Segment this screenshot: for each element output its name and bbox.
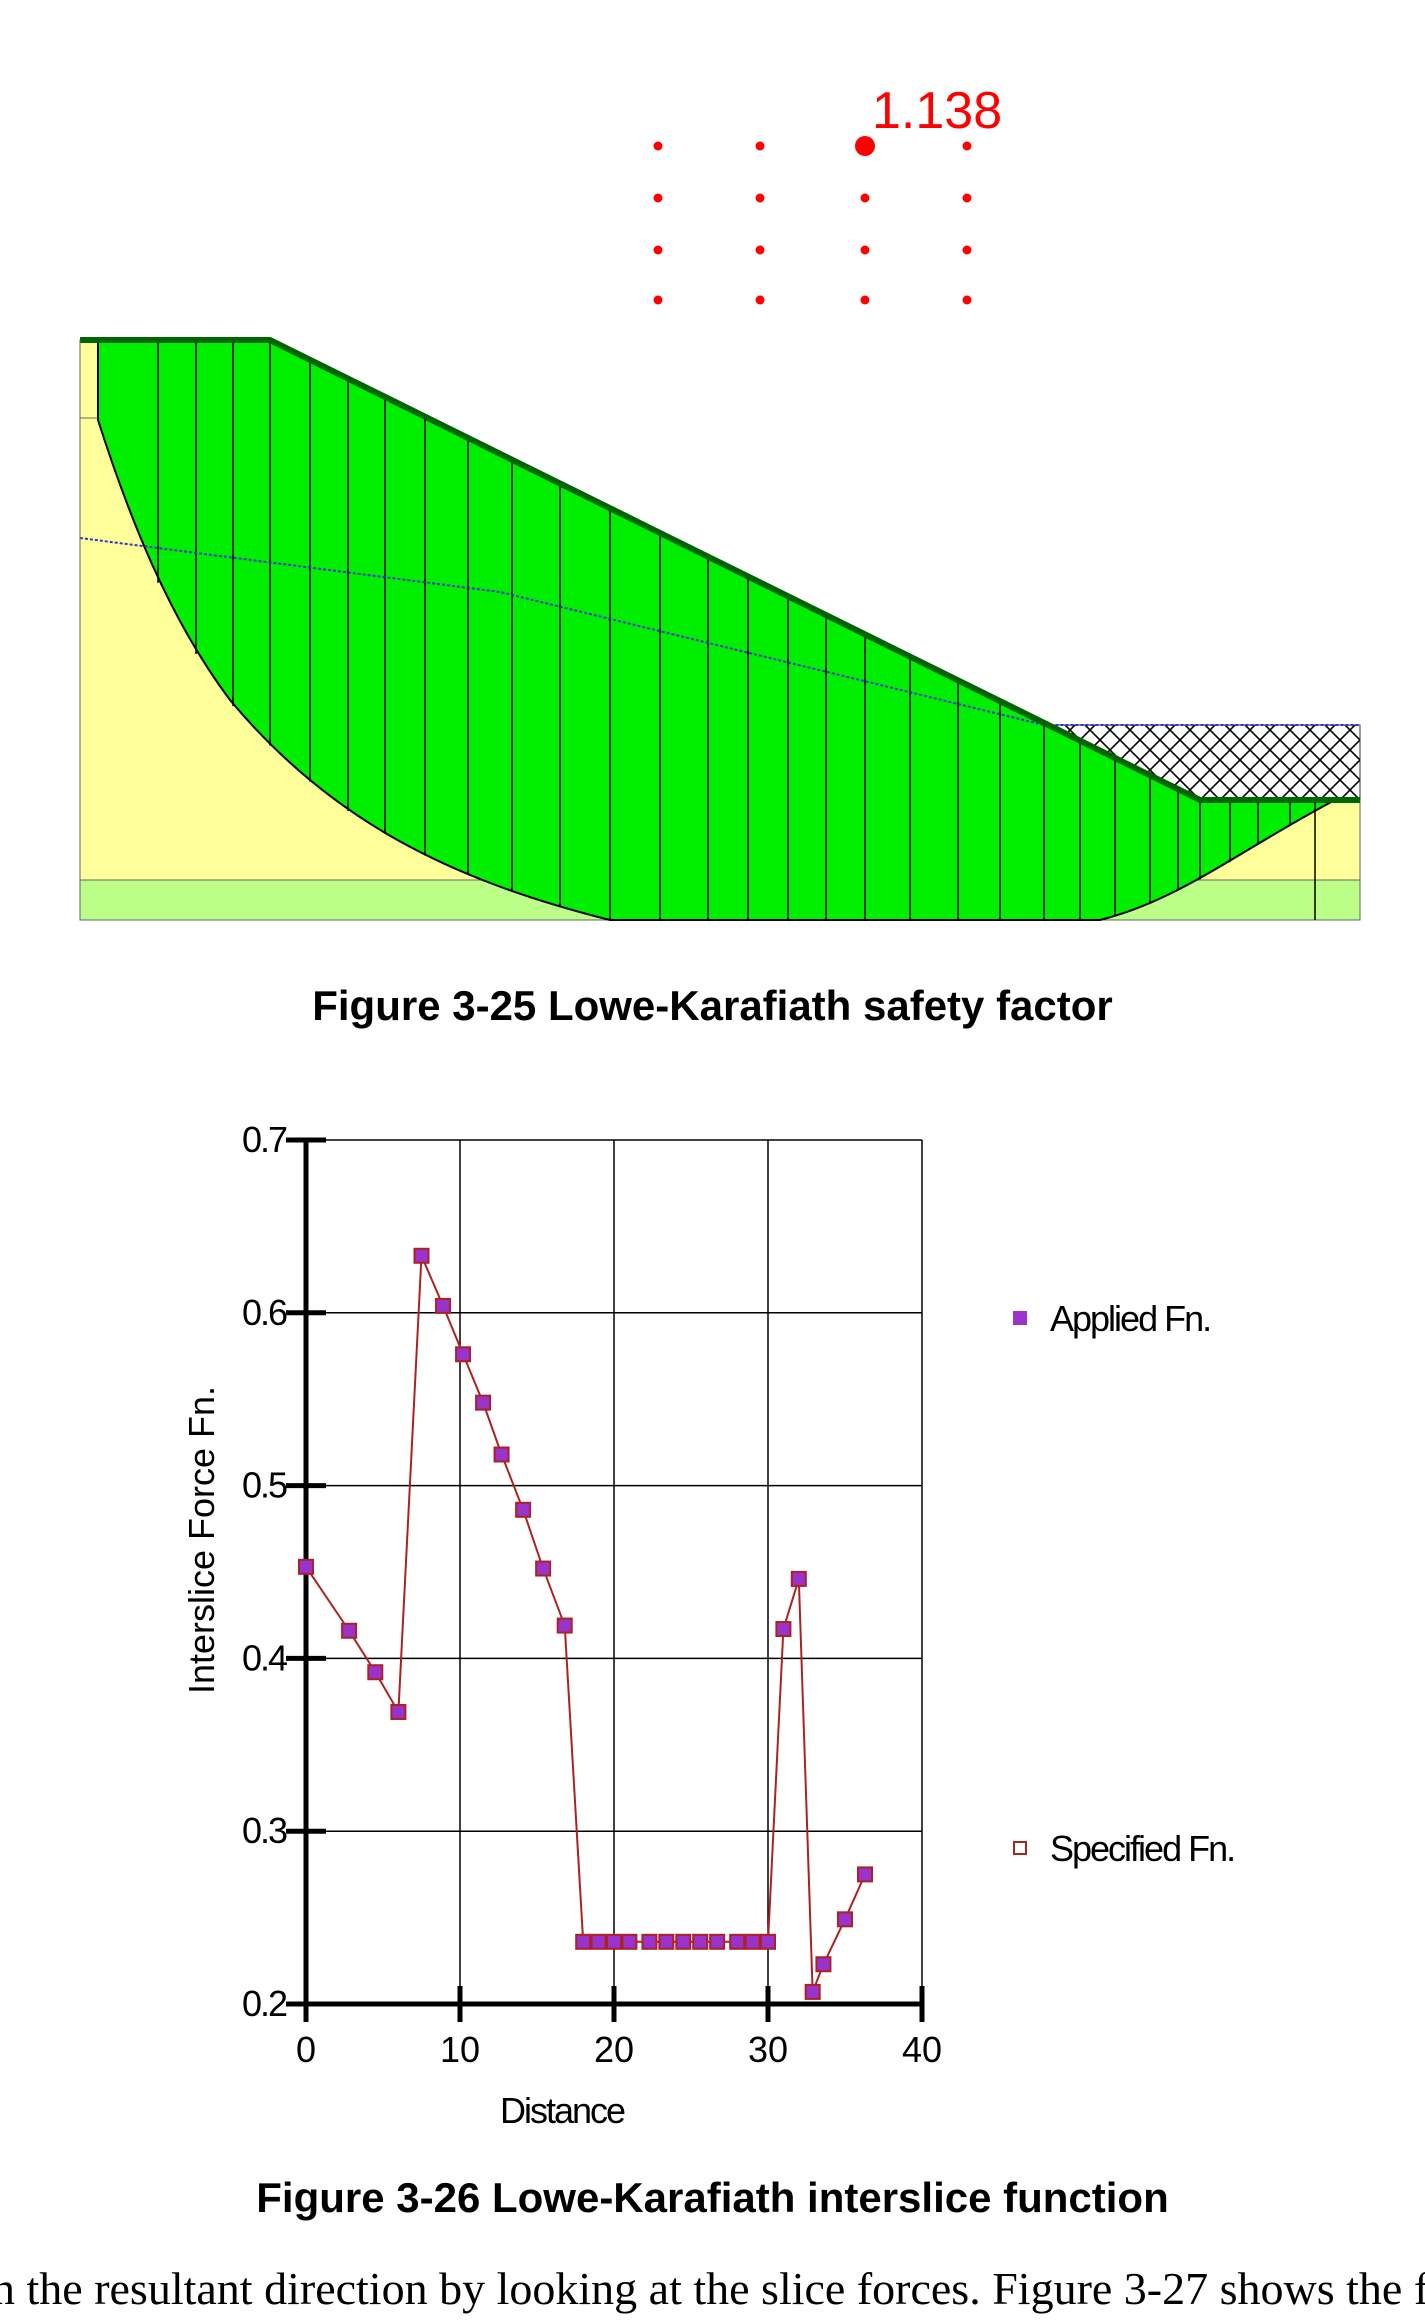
- data-point: [606, 1933, 622, 1950]
- data-point: [709, 1933, 726, 1950]
- data-point: [760, 1933, 776, 1950]
- slope-stability-diagram: 1.138: [79, 82, 1361, 921]
- body-text-line: n the resultant direction by looking at …: [0, 2262, 1425, 2321]
- body-text: n the resultant direction by looking at …: [0, 2263, 1425, 2314]
- interslice-function-chart: 0 10 20 30 40 0.2 0.3 0.4 0.5 0.6 0.7 Distance Int…: [181, 1119, 1236, 2131]
- safety-factor-label: 1.138: [872, 82, 1002, 140]
- data-point: [435, 1297, 452, 1314]
- data-point: [341, 1622, 358, 1639]
- data-point: [298, 1558, 314, 1575]
- critical-slip-center: [855, 136, 875, 156]
- data-point: [804, 1983, 821, 2000]
- data-point: [857, 1866, 874, 1883]
- slip-center-grid: [653, 141, 972, 305]
- slip-center-point: [962, 141, 972, 151]
- x-axis-label: Distance: [500, 2090, 625, 2131]
- slip-center-point: [755, 141, 765, 151]
- y-tick-label: 0.7: [242, 1119, 287, 1160]
- x-tick-label: 0: [296, 2029, 316, 2070]
- data-point: [621, 1933, 638, 1950]
- x-tick-label: 30: [748, 2029, 788, 2070]
- data-point: [658, 1933, 675, 1950]
- slip-center-point: [860, 295, 870, 305]
- ground-surface-line: [80, 337, 1360, 803]
- y-axis-label: Interslice Force Fn.: [181, 1386, 222, 1694]
- data-point: [675, 1933, 692, 1950]
- slip-center-point: [860, 193, 870, 203]
- slip-center-point: [755, 295, 765, 305]
- legend-label-specified: Specified Fn.: [1050, 1828, 1234, 1869]
- data-point: [413, 1247, 430, 1264]
- x-tick-label: 40: [902, 2029, 942, 2070]
- legend-label-applied: Applied Fn.: [1050, 1298, 1210, 1339]
- slip-center-point: [962, 193, 972, 203]
- slip-center-point: [653, 193, 663, 203]
- slip-center-point: [962, 295, 972, 305]
- data-point: [367, 1664, 384, 1681]
- slip-center-point: [962, 245, 972, 255]
- data-point: [493, 1446, 510, 1463]
- water-table-line: [79, 537, 1360, 726]
- y-tick-label: 0.2: [242, 1983, 287, 2024]
- slip-center-point: [653, 141, 663, 151]
- data-point: [790, 1570, 807, 1587]
- figure-26-caption: Figure 3-26 Lowe-Karafiath interslice fu…: [256, 2174, 1169, 2221]
- data-point: [475, 1394, 492, 1411]
- series-points: [298, 1247, 874, 2000]
- figure-25-caption: Figure 3-25 Lowe-Karafiath safety factor: [312, 982, 1113, 1029]
- y-tick-label: 0.5: [242, 1465, 287, 1506]
- x-tick-label: 20: [594, 2029, 634, 2070]
- chart-grid: [305, 1139, 923, 2005]
- slip-center-point: [860, 245, 870, 255]
- data-point: [744, 1933, 761, 1950]
- data-point: [390, 1703, 407, 1720]
- tick-labels: 0 10 20 30 40 0.2 0.3 0.4 0.5 0.6 0.7: [242, 1119, 942, 2070]
- data-point: [575, 1933, 592, 1950]
- slip-center-point: [755, 193, 765, 203]
- data-point: [535, 1560, 552, 1577]
- chart-axes: [286, 1137, 925, 2022]
- data-point: [729, 1933, 746, 1950]
- y-tick-label: 0.4: [242, 1637, 287, 1678]
- legend-marker-specified: [1013, 1841, 1027, 1855]
- data-point: [556, 1617, 573, 1634]
- slip-center-point: [755, 245, 765, 255]
- sliding-mass: [97, 339, 1336, 921]
- slip-center-point: [653, 295, 663, 305]
- data-point: [692, 1933, 709, 1950]
- y-tick-label: 0.3: [242, 1810, 287, 1851]
- data-point: [455, 1346, 472, 1363]
- slice-lines: [157, 340, 1316, 921]
- data-point: [641, 1933, 658, 1950]
- data-point: [515, 1501, 532, 1518]
- data-point: [837, 1911, 853, 1928]
- chart-legend: Applied Fn. Specified Fn.: [1013, 1298, 1236, 1869]
- data-point: [815, 1956, 832, 1973]
- y-tick-label: 0.6: [242, 1292, 287, 1333]
- data-point: [775, 1621, 792, 1638]
- legend-marker-applied: [1013, 1311, 1027, 1325]
- data-point: [590, 1933, 607, 1950]
- slip-center-point: [653, 245, 663, 255]
- x-tick-label: 10: [440, 2029, 480, 2070]
